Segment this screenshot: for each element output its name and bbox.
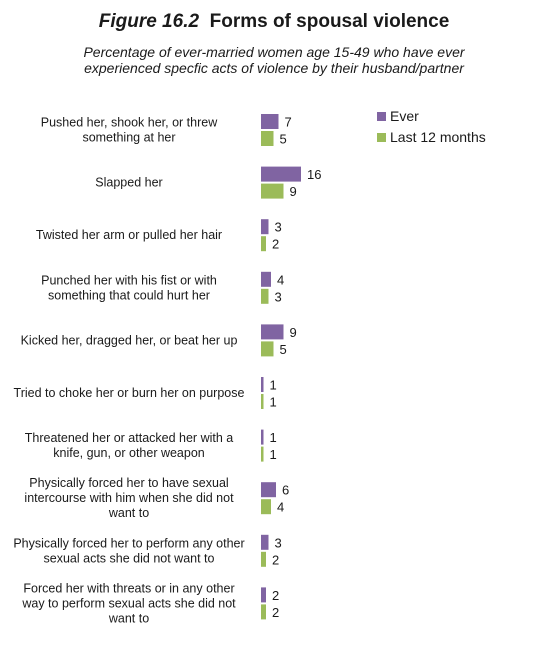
category-label-5: Tried to choke her or burn her on purpos…: [14, 386, 245, 400]
bar-last12-2: [261, 236, 266, 252]
category-label-9: Forced her with threats or in any other w…: [21, 581, 236, 625]
value-label-ever-4: 9: [290, 325, 297, 340]
value-label-last12-8: 2: [272, 552, 279, 567]
category-labels-group: Pushed her, shook her, or threw something…: [13, 116, 244, 626]
value-label-last12-3: 3: [275, 289, 282, 304]
chart-title: Figure 16.2 Forms of spousal violence: [0, 11, 548, 33]
bars-group: [261, 114, 301, 620]
bar-last12-7: [261, 499, 271, 515]
value-label-last12-5: 1: [270, 395, 277, 410]
bar-last12-0: [261, 131, 274, 146]
bar-ever-6: [261, 429, 264, 445]
category-label-6: Threatened her or attacked her with a kni…: [25, 431, 234, 460]
bar-ever-5: [261, 377, 264, 392]
bar-ever-4: [261, 324, 284, 340]
value-label-ever-1: 16: [307, 167, 321, 182]
bar-ever-9: [261, 587, 266, 603]
value-label-ever-7: 6: [282, 483, 289, 498]
bar-ever-8: [261, 534, 269, 550]
figure-number: Figure 16.2: [98, 11, 200, 32]
value-label-ever-8: 3: [275, 535, 282, 550]
chart-subtitle: Percentage of ever-married women age 15-…: [83, 44, 465, 76]
category-label-2: Twisted her arm or pulled her hair: [36, 228, 222, 242]
legend-swatch-last12: [377, 133, 386, 142]
category-label-8: Physically forced her to perform any oth…: [13, 536, 244, 565]
bar-last12-9: [261, 604, 266, 620]
value-label-last12-1: 9: [290, 184, 297, 199]
value-label-last12-4: 5: [280, 342, 287, 357]
bar-last12-5: [261, 394, 264, 409]
category-label-4: Kicked her, dragged her, or beat her up: [21, 333, 238, 347]
value-label-ever-2: 3: [275, 220, 282, 235]
bar-last12-3: [261, 288, 269, 304]
value-label-last12-2: 2: [272, 237, 279, 252]
bar-last12-8: [261, 551, 266, 567]
bar-ever-0: [261, 114, 279, 129]
bar-ever-7: [261, 482, 276, 498]
bar-ever-3: [261, 271, 271, 287]
bar-last12-6: [261, 446, 264, 462]
value-label-ever-0: 7: [285, 115, 292, 130]
value-label-ever-9: 2: [272, 588, 279, 603]
value-label-ever-3: 4: [277, 272, 284, 287]
legend-label-last12: Last 12 months: [390, 129, 486, 145]
bar-last12-4: [261, 341, 274, 357]
value-label-ever-5: 1: [270, 378, 277, 393]
category-label-7: Physically forced her to have sexual inte…: [24, 476, 234, 520]
value-label-last12-6: 1: [270, 447, 277, 462]
bar-last12-1: [261, 183, 284, 199]
legend-swatch-ever: [377, 112, 386, 121]
value-label-ever-6: 1: [270, 430, 277, 445]
value-label-last12-9: 2: [272, 605, 279, 620]
category-label-3: Punched her with his fist or with somethi…: [41, 273, 217, 302]
value-label-last12-0: 5: [280, 132, 287, 147]
value-label-last12-7: 4: [277, 500, 284, 515]
bar-ever-2: [261, 219, 269, 235]
bar-ever-1: [261, 166, 301, 182]
category-label-1: Slapped her: [95, 176, 162, 190]
legend: Ever Last 12 months: [377, 108, 486, 145]
category-label-0: Pushed her, shook her, or threw something…: [41, 116, 218, 145]
legend-label-ever: Ever: [390, 108, 419, 124]
figure-title: Forms of spousal violence: [209, 11, 450, 32]
